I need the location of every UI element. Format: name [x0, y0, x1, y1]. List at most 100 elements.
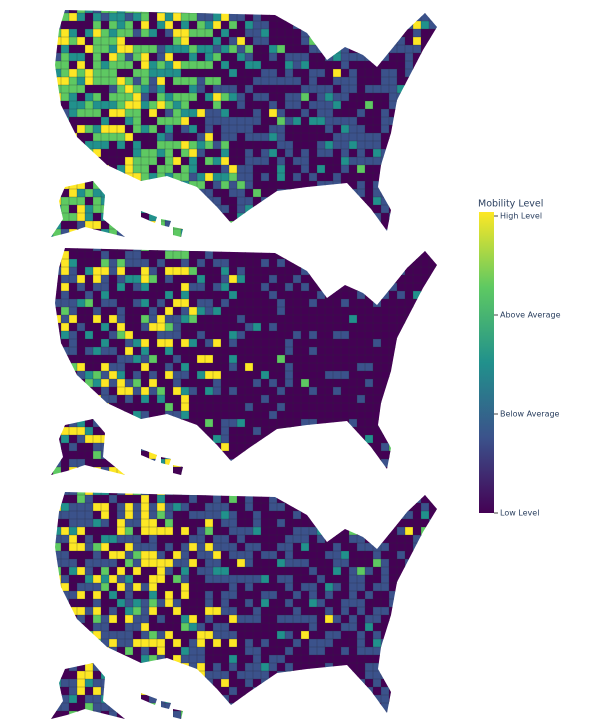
county — [124, 124, 134, 134]
county — [68, 426, 78, 436]
county — [364, 76, 374, 86]
county — [188, 606, 198, 616]
county — [300, 678, 310, 688]
county — [380, 510, 390, 520]
county — [140, 566, 150, 576]
county — [140, 28, 150, 38]
county — [172, 20, 182, 30]
county — [340, 598, 350, 608]
county — [388, 36, 398, 46]
county — [84, 402, 94, 412]
county — [372, 654, 382, 664]
colorbar-gradient — [479, 212, 494, 513]
county — [316, 212, 326, 222]
county — [124, 220, 134, 230]
county — [220, 204, 230, 214]
county — [116, 338, 126, 348]
county — [436, 76, 437, 86]
county — [108, 654, 118, 664]
county — [276, 474, 286, 475]
county — [284, 426, 294, 436]
county-mosaic — [51, 248, 437, 475]
county — [140, 84, 150, 94]
county — [356, 76, 366, 86]
county — [132, 526, 142, 536]
county — [380, 542, 390, 552]
county — [92, 386, 102, 396]
county — [60, 124, 70, 134]
county — [340, 84, 350, 94]
county — [404, 180, 414, 190]
county — [68, 282, 78, 292]
county — [100, 370, 110, 380]
county — [356, 12, 366, 22]
county — [140, 418, 150, 428]
county — [420, 148, 430, 158]
county — [220, 678, 230, 688]
county — [252, 12, 262, 22]
county — [372, 694, 382, 704]
county — [84, 76, 94, 86]
county — [252, 492, 262, 496]
county — [108, 694, 118, 704]
county — [348, 458, 358, 468]
county — [51, 550, 54, 560]
county — [124, 670, 134, 680]
county — [308, 44, 318, 54]
county — [388, 330, 398, 340]
county — [236, 180, 246, 190]
county — [52, 466, 62, 475]
county — [220, 266, 230, 276]
county — [388, 204, 398, 214]
county — [260, 582, 270, 592]
county — [132, 442, 142, 452]
county — [180, 164, 190, 174]
county — [84, 678, 94, 688]
county — [172, 228, 182, 237]
county — [428, 402, 437, 412]
county — [420, 36, 430, 46]
county — [356, 346, 366, 356]
county — [164, 582, 174, 592]
county — [372, 582, 382, 592]
county — [132, 36, 142, 46]
county — [292, 646, 302, 656]
county — [324, 132, 334, 142]
county — [180, 76, 190, 86]
county — [132, 662, 142, 672]
county — [364, 614, 374, 624]
county — [404, 76, 414, 86]
county — [436, 346, 437, 356]
county — [244, 322, 254, 332]
county — [380, 258, 390, 268]
county — [132, 274, 142, 284]
county — [340, 220, 350, 230]
county — [116, 378, 126, 388]
county — [92, 686, 102, 696]
county — [396, 492, 406, 496]
county — [60, 614, 70, 624]
county — [188, 566, 198, 576]
county — [76, 646, 86, 656]
county — [51, 502, 54, 512]
county — [404, 116, 414, 126]
county — [396, 60, 406, 70]
county — [412, 442, 422, 452]
county — [52, 542, 62, 552]
county — [84, 156, 94, 166]
county — [196, 614, 206, 624]
county — [68, 140, 78, 150]
county — [348, 248, 358, 252]
county — [76, 582, 86, 592]
county — [76, 418, 86, 428]
county — [332, 84, 342, 94]
county — [68, 638, 78, 648]
county — [420, 362, 430, 372]
county — [108, 458, 118, 468]
county — [220, 28, 230, 38]
county — [140, 172, 150, 182]
county — [412, 132, 422, 142]
county — [236, 670, 246, 680]
county — [236, 494, 246, 504]
county — [52, 558, 62, 568]
